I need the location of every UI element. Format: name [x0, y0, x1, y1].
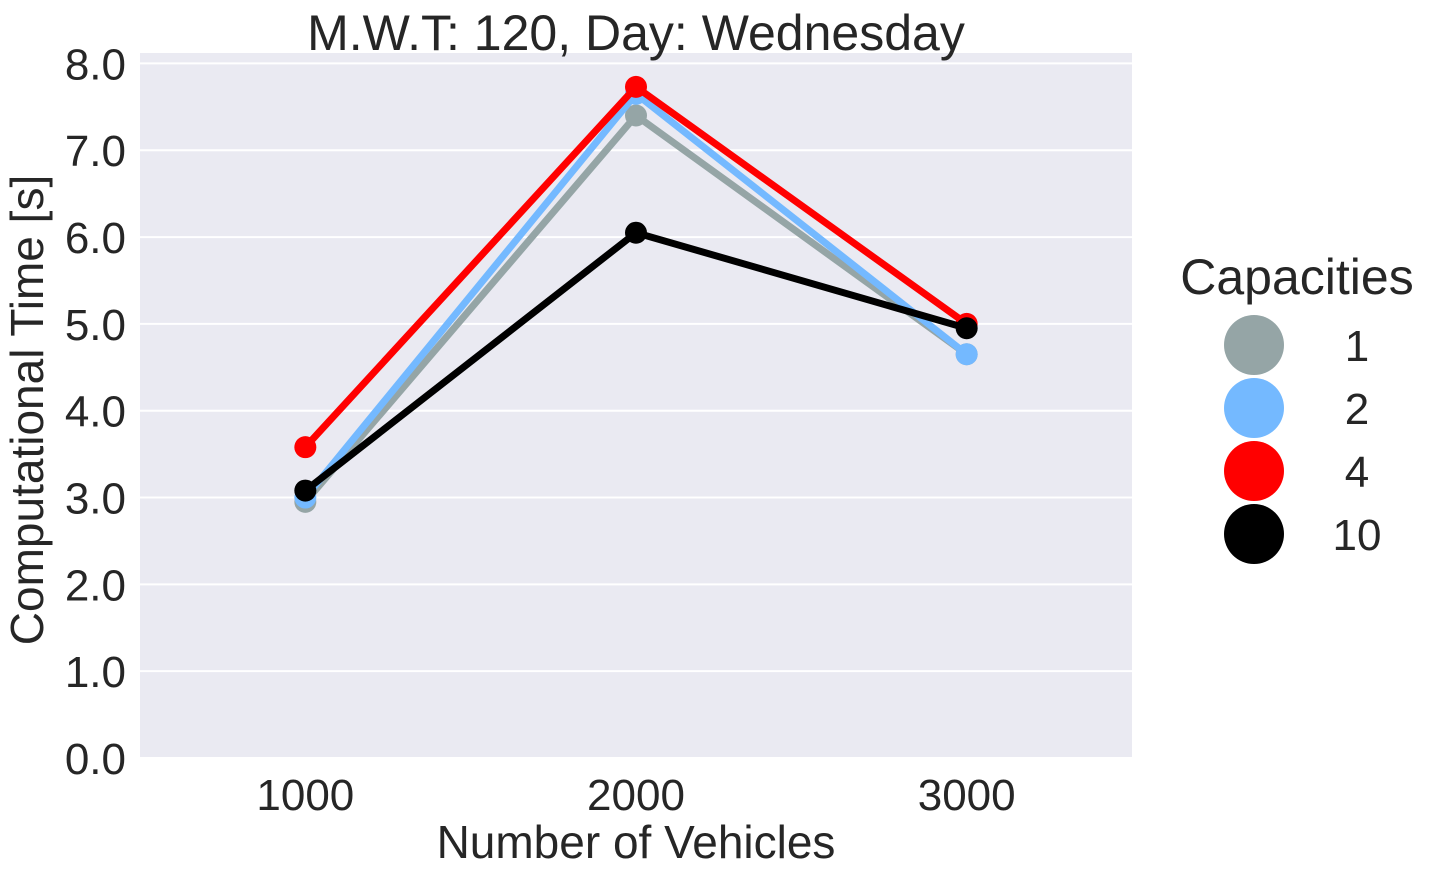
x-axis-label: Number of Vehicles: [437, 816, 836, 868]
x-tick-label-0: 1000: [256, 771, 354, 820]
legend-title: Capacities: [1180, 249, 1413, 305]
y-tick-label-3: 3.0: [65, 475, 126, 524]
point-10-2000: [625, 221, 647, 244]
point-1-2000: [625, 104, 647, 127]
chart-title: M.W.T: 120, Day: Wednesday: [307, 5, 965, 61]
x-tick-label-1: 2000: [587, 771, 685, 820]
y-axis-label: Computational Time [s]: [1, 175, 53, 645]
point-2-3000: [955, 343, 978, 366]
y-tick-label-0: 0.0: [65, 735, 126, 784]
point-10-1000: [294, 479, 317, 502]
plot-area: [140, 53, 1132, 758]
legend-label-4: 4: [1345, 448, 1369, 497]
legend-marker-4: [1224, 441, 1284, 501]
legend-label-10: 10: [1333, 511, 1382, 560]
legend-label-1: 1: [1345, 322, 1369, 371]
x-tick-label-2: 3000: [918, 771, 1016, 820]
point-10-3000: [955, 317, 978, 340]
y-tick-label-5: 5.0: [65, 301, 126, 350]
legend-marker-2: [1224, 378, 1284, 438]
legend-marker-10: [1224, 504, 1284, 564]
y-tick-label-8: 8.0: [65, 40, 126, 89]
y-tick-label-6: 6.0: [65, 214, 126, 263]
legend-marker-1: [1224, 315, 1284, 375]
y-tick-label-4: 4.0: [65, 388, 126, 437]
y-tick-label-2: 2.0: [65, 561, 126, 610]
series-10: [294, 221, 978, 502]
legend-label-2: 2: [1345, 385, 1369, 434]
point-4-2000: [625, 75, 647, 98]
legend: Capacities 1 2 4 10: [1180, 249, 1414, 564]
point-4-1000: [294, 436, 317, 459]
y-tick-label-7: 7.0: [65, 127, 126, 176]
y-tick-label-1: 1.0: [65, 648, 126, 697]
